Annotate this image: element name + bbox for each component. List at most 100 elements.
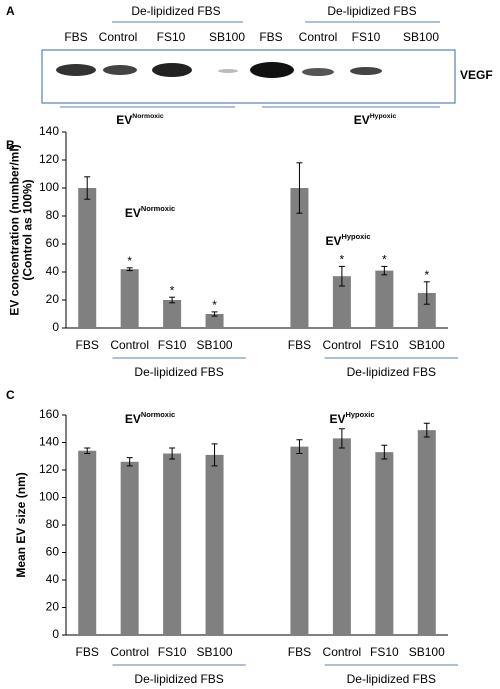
y-tick-label: 0: [52, 627, 59, 641]
y-tick-label: 20: [46, 292, 60, 306]
lane-label: FBS: [259, 30, 282, 44]
error-bar: [296, 439, 303, 454]
x-tick-label: FS10: [370, 338, 399, 352]
condition-label: EVHypoxic: [354, 113, 397, 127]
bar: [332, 276, 351, 328]
blot-frame: [41, 49, 456, 104]
error-bar: [169, 447, 176, 460]
y-tick-label: 60: [46, 545, 60, 559]
error-bar: [211, 443, 218, 467]
bar: [163, 453, 182, 635]
y-tick-label: 40: [46, 572, 60, 586]
x-tick-label: FBS: [288, 338, 311, 352]
x-tick-label: Control: [110, 645, 149, 659]
y-axis-label: EV concentration (number/ml): [8, 144, 22, 315]
error-bar: [338, 265, 345, 287]
x-tick-label: FBS: [76, 645, 99, 659]
protein-label: VEGF: [460, 68, 493, 82]
x-tick-label: SB100: [409, 645, 445, 659]
error-bar: [423, 422, 430, 438]
panel-letter: B: [6, 138, 15, 152]
y-tick-label: 0: [52, 320, 59, 334]
error-bar: [381, 265, 388, 276]
bar: [120, 269, 139, 328]
bar: [417, 430, 436, 635]
y-tick-label: 20: [46, 600, 60, 614]
bar: [290, 446, 309, 635]
bar: [290, 188, 309, 328]
condition-sup: Hypoxic: [370, 113, 397, 120]
bar: [375, 270, 394, 328]
condition-label: EVHypoxic: [326, 232, 371, 248]
lane-label: Control: [299, 30, 338, 44]
error-bar: [126, 267, 133, 272]
error-bar: [84, 176, 91, 200]
condition-text: EV: [125, 206, 141, 220]
lane-label: SB100: [403, 30, 439, 44]
group-label: De-lipidized FBS: [347, 365, 436, 379]
x-tick-label: FS10: [158, 338, 187, 352]
error-bar: [296, 162, 303, 214]
x-tick-label: SB100: [409, 338, 445, 352]
error-bar: [381, 444, 388, 460]
condition-label: EVNormoxic: [116, 113, 164, 127]
significance-marker: *: [340, 253, 345, 267]
condition-label: EVNormoxic: [125, 204, 175, 220]
x-tick-label: FBS: [76, 338, 99, 352]
y-tick-label: 60: [46, 236, 60, 250]
x-tick-label: FS10: [370, 645, 399, 659]
x-tick-label: SB100: [197, 338, 233, 352]
bar: [78, 188, 97, 328]
x-tick-label: Control: [110, 338, 149, 352]
lane-label: FBS: [64, 30, 87, 44]
group-label: De-lipidized FBS: [327, 4, 416, 18]
error-bar: [169, 296, 176, 304]
condition-sup: Normoxic: [141, 204, 175, 213]
bar: [78, 450, 97, 635]
y-tick-label: 100: [39, 180, 59, 194]
error-bar: [338, 428, 345, 449]
condition-text: EV: [125, 412, 141, 426]
error-bar: [211, 311, 218, 317]
condition-sup: Normoxic: [141, 410, 175, 419]
y-tick-label: 80: [46, 517, 60, 531]
lane-label: FS10: [157, 30, 186, 44]
condition-label: EVNormoxic: [125, 410, 175, 426]
error-bar: [423, 281, 430, 305]
lane-label: SB100: [209, 30, 245, 44]
error-bar: [126, 457, 133, 467]
bar: [205, 454, 224, 635]
significance-marker: *: [170, 283, 175, 297]
x-tick-label: SB100: [197, 645, 233, 659]
group-label: De-lipidized FBS: [134, 365, 223, 379]
condition-text: EV: [116, 113, 132, 127]
significance-marker: *: [127, 254, 132, 268]
bar: [163, 300, 182, 328]
panel-letter: A: [6, 4, 15, 18]
condition-sup: Hypoxic: [342, 232, 371, 241]
condition-sup: Hypoxic: [346, 410, 375, 419]
y-tick-label: 80: [46, 208, 60, 222]
bar: [205, 314, 224, 328]
panel-letter: C: [6, 388, 15, 402]
group-label: De-lipidized FBS: [131, 4, 220, 18]
group-label: De-lipidized FBS: [134, 672, 223, 686]
error-bar: [84, 447, 91, 454]
x-tick-label: Control: [323, 338, 362, 352]
condition-text: EV: [354, 113, 370, 127]
bar: [120, 461, 139, 635]
condition-sup: Normoxic: [132, 113, 164, 120]
y-tick-label: 120: [39, 462, 59, 476]
condition-text: EV: [326, 234, 342, 248]
y-axis-label: Mean EV size (nm): [14, 472, 28, 577]
significance-marker: *: [424, 268, 429, 282]
y-tick-label: 160: [39, 407, 59, 421]
bar: [332, 438, 351, 635]
blot-bands: [56, 62, 382, 78]
bar: [375, 452, 394, 635]
x-tick-label: Control: [323, 645, 362, 659]
condition-label: EVHypoxic: [330, 410, 375, 426]
x-tick-label: FS10: [158, 645, 187, 659]
bar: [417, 293, 436, 328]
